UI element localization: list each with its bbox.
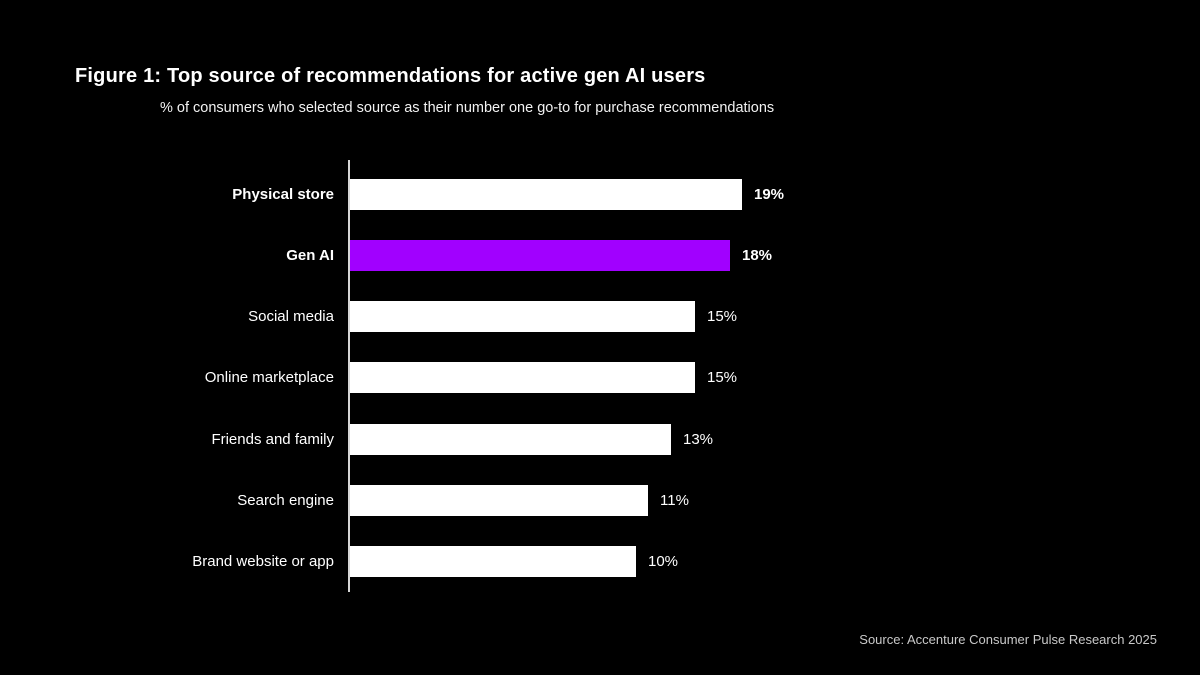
category-label: Gen AI (286, 246, 334, 264)
bar-friends-and-family (350, 423, 671, 455)
value-label: 15% (707, 308, 738, 326)
figure-subtitle: % of consumers who selected source as th… (160, 100, 775, 116)
value-label: 18% (742, 246, 773, 264)
bar-row-gen-ai: Gen AI 18% (0, 239, 1200, 271)
bar-physical-store (350, 178, 742, 210)
category-label: Physical store (232, 185, 334, 203)
y-axis-line (348, 160, 350, 592)
bar-social-media (350, 301, 695, 333)
bar-search-engine (350, 485, 648, 516)
bar-gen-ai (350, 239, 730, 271)
value-label: 10% (648, 553, 679, 571)
category-label: Search engine (237, 492, 334, 509)
bar-row-social-media: Social media 15% (0, 301, 1200, 333)
category-label: Friends and family (211, 430, 334, 448)
category-label: Social media (248, 308, 334, 326)
source-note: Source: Accenture Consumer Pulse Researc… (859, 632, 1157, 647)
bar-row-physical-store: Physical store 19% (0, 178, 1200, 210)
bar-brand-website-or-app (350, 546, 636, 578)
category-label: Online marketplace (204, 369, 334, 387)
bar-online-marketplace (350, 362, 695, 394)
category-label: Brand website or app (192, 553, 334, 571)
value-label: 19% (754, 185, 785, 203)
bar-row-search-engine: Search engine 11% (0, 485, 1200, 516)
bar-row-online-marketplace: Online marketplace 15% (0, 362, 1200, 394)
value-label: 11% (660, 492, 689, 509)
bar-row-brand-website-or-app: Brand website or app 10% (0, 546, 1200, 578)
bar-row-friends-and-family: Friends and family 13% (0, 423, 1200, 455)
value-label: 15% (707, 369, 738, 387)
figure-title: Figure 1: Top source of recommendations … (75, 65, 706, 87)
value-label: 13% (683, 430, 714, 448)
